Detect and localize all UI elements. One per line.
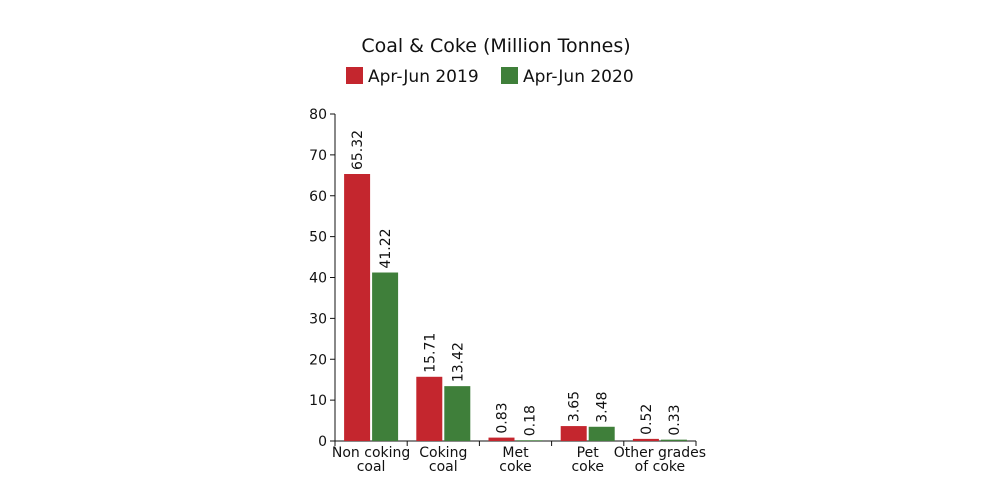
x-category-label: Pet xyxy=(577,445,600,461)
bar-series-2 xyxy=(372,272,399,441)
x-category-label: Met xyxy=(502,445,529,461)
y-tick-label: 70 xyxy=(309,148,327,164)
y-tick-label: 30 xyxy=(309,311,327,327)
legend-swatch-2 xyxy=(501,67,518,84)
x-category-label: of coke xyxy=(635,459,685,475)
data-label-series-1: 65.32 xyxy=(350,130,366,170)
bar-series-1 xyxy=(560,426,587,441)
x-category-label: coke xyxy=(571,459,603,475)
y-tick-label: 20 xyxy=(309,352,327,368)
bar-series-2 xyxy=(588,426,615,441)
value-labels: 65.32 41.22 15.71 13.42 0.83 0.18 3.65 3.48 0.52… xyxy=(350,130,683,436)
bar-series-1 xyxy=(488,437,515,441)
legend-swatch-1 xyxy=(346,67,363,84)
data-label-series-1: 0.83 xyxy=(495,402,511,433)
y-tick-label: 80 xyxy=(309,107,327,123)
bar-series-2 xyxy=(516,440,543,441)
x-category-label: Other grades xyxy=(614,445,706,461)
data-label-series-2: 13.42 xyxy=(450,342,466,382)
y-tick-label: 0 xyxy=(318,434,327,450)
legend-label-1: Apr-Jun 2019 xyxy=(368,67,479,87)
bar-series-2 xyxy=(444,386,471,441)
x-category-label: Non coking xyxy=(332,445,410,461)
bar-series-1 xyxy=(416,376,443,441)
bars xyxy=(344,174,687,441)
data-label-series-2: 0.18 xyxy=(523,405,539,436)
x-category-label: coal xyxy=(357,459,386,475)
data-label-series-2: 3.48 xyxy=(595,392,611,423)
chart-title: Coal & Coke (Million Tonnes) xyxy=(361,35,630,57)
legend: Apr-Jun 2019 Apr-Jun 2020 xyxy=(346,67,634,87)
data-label-series-1: 15.71 xyxy=(422,333,438,373)
x-category-label: Coking xyxy=(419,445,467,461)
x-category-label: coal xyxy=(429,459,458,475)
y-axis: 0 10 20 30 40 50 60 70 80 xyxy=(309,107,336,450)
y-tick-label: 40 xyxy=(309,271,327,287)
data-label-series-2: 41.22 xyxy=(378,228,394,268)
bar-series-2 xyxy=(660,439,687,441)
y-tick-label: 50 xyxy=(309,230,327,246)
data-label-series-1: 3.65 xyxy=(567,391,583,422)
x-axis: Non cokingcoalCokingcoalMetcokePetcokeOt… xyxy=(332,440,706,475)
bar-series-1 xyxy=(344,174,371,441)
x-category-label: coke xyxy=(499,459,531,475)
legend-label-2: Apr-Jun 2020 xyxy=(523,67,634,87)
data-label-series-2: 0.33 xyxy=(667,404,683,435)
bar-series-1 xyxy=(632,438,659,441)
y-tick-label: 60 xyxy=(309,189,327,205)
data-label-series-1: 0.52 xyxy=(639,404,655,435)
y-tick-label: 10 xyxy=(309,393,327,409)
